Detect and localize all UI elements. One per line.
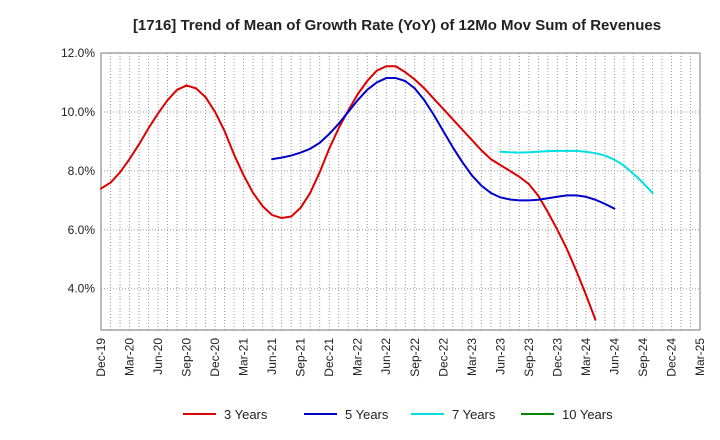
y-axis-tick-labels: 4.0% 6.0% 8.0% 10.0% 12.0% <box>61 46 95 296</box>
y-tick-label: 6.0% <box>68 223 96 237</box>
x-axis-tick-labels: Dec-19 Mar-20 Jun-20 Sep-20 Dec-20 Mar-21 Jun-… <box>94 338 707 377</box>
series-line-7-years <box>499 149 654 194</box>
x-tick-label: Jun-21 <box>265 338 279 375</box>
x-tick-label: Sep-23 <box>522 338 536 377</box>
x-tick-label: Jun-24 <box>607 338 621 375</box>
y-tick-label: 12.0% <box>61 46 95 60</box>
legend-label-10-years: 10 Years <box>562 407 613 422</box>
series-lines <box>100 65 654 321</box>
series-line-5-years <box>271 77 616 210</box>
x-tick-label: Mar-20 <box>123 338 137 376</box>
x-tick-label: Jun-22 <box>379 338 393 375</box>
legend: 3 Years 5 Years 7 Years 10 Years <box>183 407 613 422</box>
x-tick-label: Dec-23 <box>550 338 564 377</box>
x-tick-label: Jun-20 <box>151 338 165 375</box>
x-tick-label: Mar-25 <box>693 338 707 376</box>
x-tick-label: Dec-22 <box>436 338 450 377</box>
x-tick-label: Dec-24 <box>664 338 678 377</box>
x-tick-label: Sep-22 <box>408 338 422 377</box>
x-tick-label: Mar-22 <box>351 338 365 376</box>
y-tick-label: 4.0% <box>68 282 96 296</box>
legend-label-5-years: 5 Years <box>345 407 389 422</box>
x-tick-label: Sep-20 <box>180 338 194 377</box>
x-tick-label: Mar-21 <box>237 338 251 376</box>
plot-area-frame <box>100 52 701 331</box>
chart-title: [1716] Trend of Mean of Growth Rate (YoY… <box>133 17 661 34</box>
x-tick-label: Dec-21 <box>322 338 336 377</box>
legend-label-3-years: 3 Years <box>224 407 268 422</box>
y-tick-label: 8.0% <box>68 164 96 178</box>
x-tick-label: Dec-19 <box>94 338 108 377</box>
x-tick-label: Mar-23 <box>465 338 479 376</box>
x-tick-label: Sep-21 <box>294 338 308 377</box>
x-tick-label: Mar-24 <box>579 338 593 376</box>
x-tick-label: Dec-20 <box>208 338 222 377</box>
horizontal-grid <box>101 52 700 290</box>
legend-label-7-years: 7 Years <box>452 407 496 422</box>
y-tick-label: 10.0% <box>61 105 95 119</box>
x-tick-label: Sep-24 <box>636 338 650 377</box>
x-tick-label: Jun-23 <box>493 338 507 375</box>
